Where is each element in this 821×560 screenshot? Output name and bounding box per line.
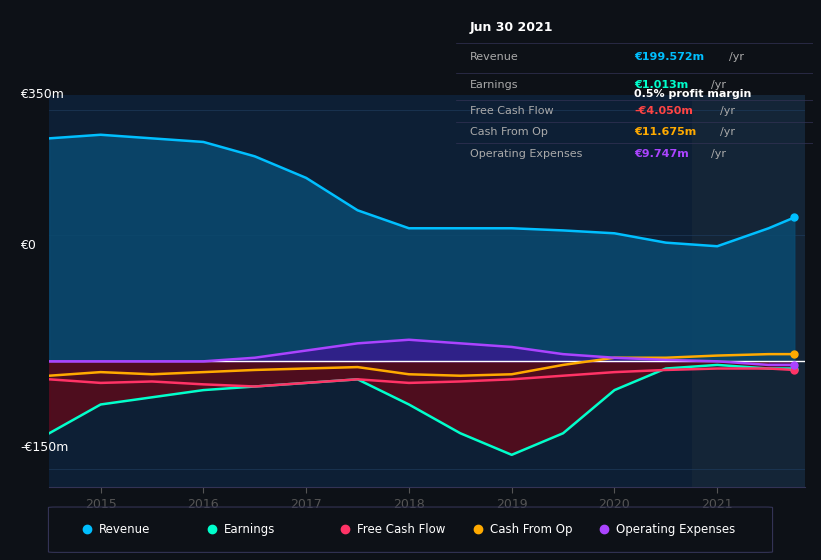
Bar	[691, 95, 805, 487]
Text: Operating Expenses: Operating Expenses	[616, 522, 735, 536]
Text: /yr: /yr	[711, 149, 726, 159]
Text: €199.572m: €199.572m	[635, 52, 704, 62]
Text: Cash From Op: Cash From Op	[470, 128, 548, 138]
Text: /yr: /yr	[720, 128, 735, 138]
Text: €11.675m: €11.675m	[635, 128, 696, 138]
Text: Revenue: Revenue	[470, 52, 519, 62]
Text: -€150m: -€150m	[21, 441, 69, 454]
Text: 0.5% profit margin: 0.5% profit margin	[635, 89, 751, 99]
Text: /yr: /yr	[711, 80, 726, 90]
Text: Earnings: Earnings	[470, 80, 518, 90]
Text: Revenue: Revenue	[99, 522, 150, 536]
Text: Free Cash Flow: Free Cash Flow	[357, 522, 446, 536]
Text: €0: €0	[21, 239, 36, 252]
Text: €350m: €350m	[21, 88, 64, 101]
Text: €1.013m: €1.013m	[635, 80, 689, 90]
Text: /yr: /yr	[729, 52, 744, 62]
Text: Free Cash Flow: Free Cash Flow	[470, 106, 553, 116]
Text: -€4.050m: -€4.050m	[635, 106, 693, 116]
Text: /yr: /yr	[720, 106, 735, 116]
Text: Earnings: Earnings	[224, 522, 276, 536]
Text: Operating Expenses: Operating Expenses	[470, 149, 582, 159]
Text: Jun 30 2021: Jun 30 2021	[470, 21, 553, 34]
Text: €9.747m: €9.747m	[635, 149, 689, 159]
Text: Cash From Op: Cash From Op	[490, 522, 573, 536]
